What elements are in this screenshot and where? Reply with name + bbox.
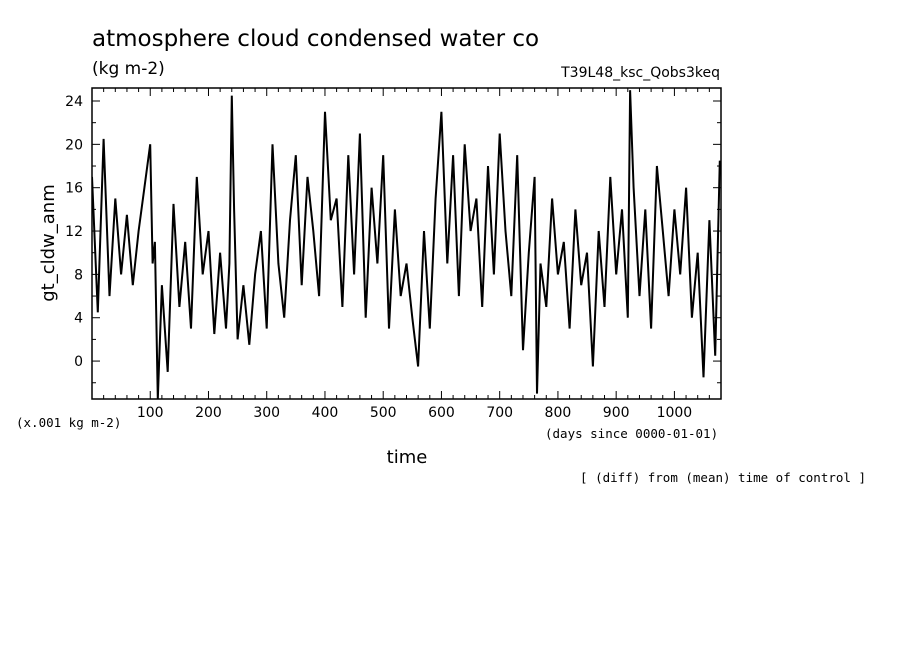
y-tick-label: 12	[65, 224, 83, 240]
x-tick-label: 200	[195, 405, 222, 421]
y-axis-title: gt_cldw_anm	[38, 184, 59, 302]
x-tick-label: 300	[253, 405, 280, 421]
y-tick-label: 20	[65, 137, 83, 153]
y-ticks: 0 4 8 12 16 20 24	[65, 94, 721, 384]
y-scale-note: (x.001 kg m-2)	[16, 415, 121, 430]
x-ticks: 100 200 300 400 500 600 700 800 900 1000	[103, 88, 710, 421]
plot-frame	[91, 87, 722, 400]
units-label: (kg m-2)	[92, 59, 165, 79]
x-units: (days since 0000-01-01)	[545, 426, 718, 441]
y-tick-label: 4	[74, 311, 83, 327]
x-tick-label: 800	[545, 405, 572, 421]
x-tick-label: 500	[370, 405, 397, 421]
x-tick-label: 600	[428, 405, 455, 421]
x-axis-title: time	[387, 447, 428, 468]
x-tick-label: 100	[137, 405, 164, 421]
plot-area	[92, 90, 721, 399]
y-tick-label: 8	[74, 267, 83, 283]
series-line-0	[92, 90, 721, 399]
x-tick-label: 900	[603, 405, 630, 421]
y-tick-label: 24	[65, 94, 83, 110]
footnote: [ (diff) from (mean) time of control ]	[580, 470, 866, 485]
x-tick-label: 400	[312, 405, 339, 421]
chart-title: atmosphere cloud condensed water co	[92, 26, 539, 52]
run-label: T39L48_ksc_Qobs3keq	[560, 65, 720, 81]
y-tick-label: 0	[74, 354, 83, 370]
y-tick-label: 16	[65, 181, 83, 197]
x-tick-label: 1000	[657, 405, 693, 421]
x-tick-label: 700	[486, 405, 513, 421]
